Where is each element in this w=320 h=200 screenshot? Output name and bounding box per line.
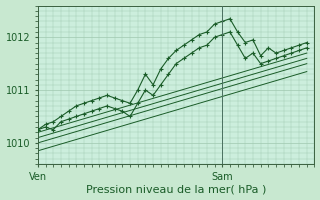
X-axis label: Pression niveau de la mer( hPa ): Pression niveau de la mer( hPa ) <box>86 184 266 194</box>
